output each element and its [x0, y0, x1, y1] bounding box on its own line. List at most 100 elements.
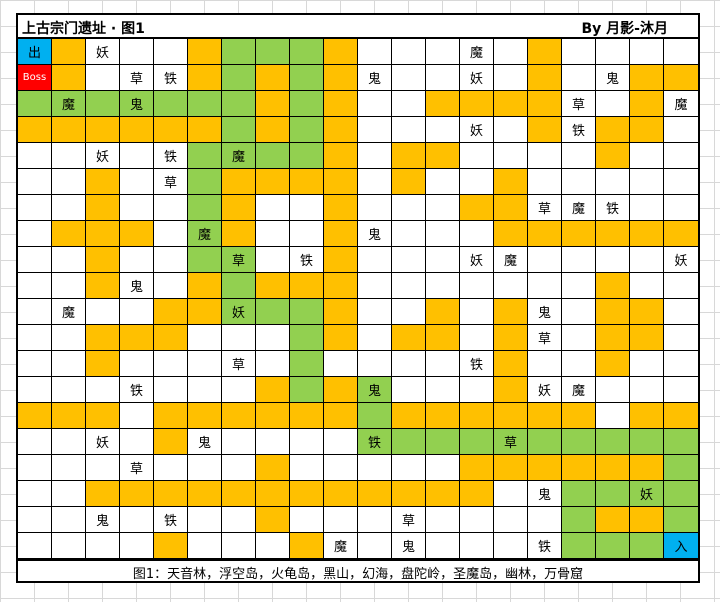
map-cell: [222, 377, 256, 403]
encounter-cell: 魔: [494, 247, 528, 273]
map-cell: [188, 481, 222, 507]
map-cell: [460, 377, 494, 403]
encounter-cell: 铁: [562, 117, 596, 143]
map-cell: [290, 325, 324, 351]
map-cell: [596, 91, 630, 117]
map-cell: [18, 195, 52, 221]
encounter-cell: 铁: [460, 351, 494, 377]
map-cell: [86, 481, 120, 507]
encounter-cell: 鬼: [120, 273, 154, 299]
map-cell: [18, 169, 52, 195]
map-cell: [358, 299, 392, 325]
map-cell: [664, 429, 698, 455]
title-row: 上古宗门遗址 · 图1 By 月影-沐月: [18, 15, 698, 39]
map-cell: [664, 221, 698, 247]
map-cell: [324, 273, 358, 299]
map-cell: [596, 377, 630, 403]
map-cell: [188, 299, 222, 325]
map-cell: [52, 403, 86, 429]
map-cell: [392, 481, 426, 507]
map-cell: [324, 91, 358, 117]
map-cell: [222, 195, 256, 221]
map-cell: [256, 195, 290, 221]
map-cell: [664, 299, 698, 325]
map-cell: [52, 507, 86, 533]
entrance-exit-cell: 出: [18, 39, 52, 65]
map-cell: [52, 117, 86, 143]
map-cell: [426, 143, 460, 169]
map-cell: [18, 507, 52, 533]
map-cell: [256, 247, 290, 273]
encounter-cell: 鬼: [596, 65, 630, 91]
map-cell: [596, 169, 630, 195]
map-cell: [460, 533, 494, 559]
map-title: 上古宗门遗址 · 图1: [22, 21, 145, 37]
map-cell: [18, 377, 52, 403]
map-cell: [426, 533, 460, 559]
map-cell: [120, 221, 154, 247]
map-cell: [222, 221, 256, 247]
map-cell: [358, 39, 392, 65]
map-cell: [392, 377, 426, 403]
map-cell: [86, 377, 120, 403]
map-cell: [358, 325, 392, 351]
map-cell: [630, 143, 664, 169]
map-cell: [256, 351, 290, 377]
map-cell: [528, 429, 562, 455]
map-cell: [596, 403, 630, 429]
map-cell: [630, 429, 664, 455]
map-sheet: 上古宗门遗址 · 图1 By 月影-沐月 出妖魔 Boss 草铁鬼妖鬼魔鬼草魔妖铁妖…: [16, 13, 700, 583]
map-cell: [630, 169, 664, 195]
map-cell: [222, 481, 256, 507]
map-cell: [664, 65, 698, 91]
map-cell: [392, 195, 426, 221]
map-cell: [120, 507, 154, 533]
map-cell: [120, 325, 154, 351]
map-cell: [494, 143, 528, 169]
map-cell: [596, 481, 630, 507]
map-cell: [52, 247, 86, 273]
map-cell: [154, 221, 188, 247]
map-cell: [324, 351, 358, 377]
map-cell: [120, 403, 154, 429]
map-cell: [188, 143, 222, 169]
map-cell: [222, 65, 256, 91]
map-cell: [460, 507, 494, 533]
map-cell: [562, 221, 596, 247]
map-cell: [290, 403, 324, 429]
map-cell: [324, 247, 358, 273]
map-cell: [86, 247, 120, 273]
map-cell: [392, 273, 426, 299]
map-cell: [494, 507, 528, 533]
map-cell: [120, 169, 154, 195]
map-cell: [664, 143, 698, 169]
map-cell: [664, 273, 698, 299]
map-cell: [392, 299, 426, 325]
map-cell: [222, 507, 256, 533]
map-cell: [494, 325, 528, 351]
map-cell: [52, 377, 86, 403]
map-cell: [86, 325, 120, 351]
map-cell: [596, 247, 630, 273]
map-cell: [494, 481, 528, 507]
map-cell: [154, 117, 188, 143]
map-cell: [52, 143, 86, 169]
encounter-cell: 草: [528, 325, 562, 351]
map-cell: [358, 403, 392, 429]
map-cell: [222, 39, 256, 65]
map-cell: [188, 91, 222, 117]
encounter-cell: 鬼: [86, 507, 120, 533]
map-cell: [358, 455, 392, 481]
encounter-cell: 草: [120, 65, 154, 91]
map-cell: [290, 65, 324, 91]
map-cell: [120, 351, 154, 377]
map-cell: [18, 117, 52, 143]
map-cell: [562, 507, 596, 533]
map-cell: [460, 481, 494, 507]
map-cell: [290, 429, 324, 455]
encounter-cell: 妖: [528, 377, 562, 403]
map-cell: [460, 273, 494, 299]
map-cell: [630, 403, 664, 429]
map-cell: [392, 143, 426, 169]
map-cell: [324, 299, 358, 325]
